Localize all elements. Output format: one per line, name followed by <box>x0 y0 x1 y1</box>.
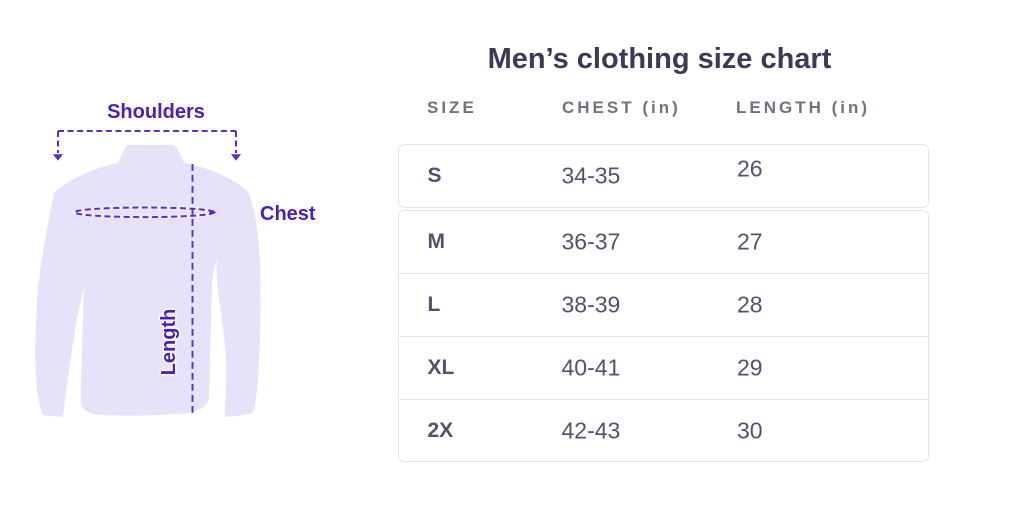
svg-text:Shoulders: Shoulders <box>107 101 205 123</box>
svg-text:Length: Length <box>158 309 180 376</box>
svg-text:Chest: Chest <box>260 203 316 225</box>
